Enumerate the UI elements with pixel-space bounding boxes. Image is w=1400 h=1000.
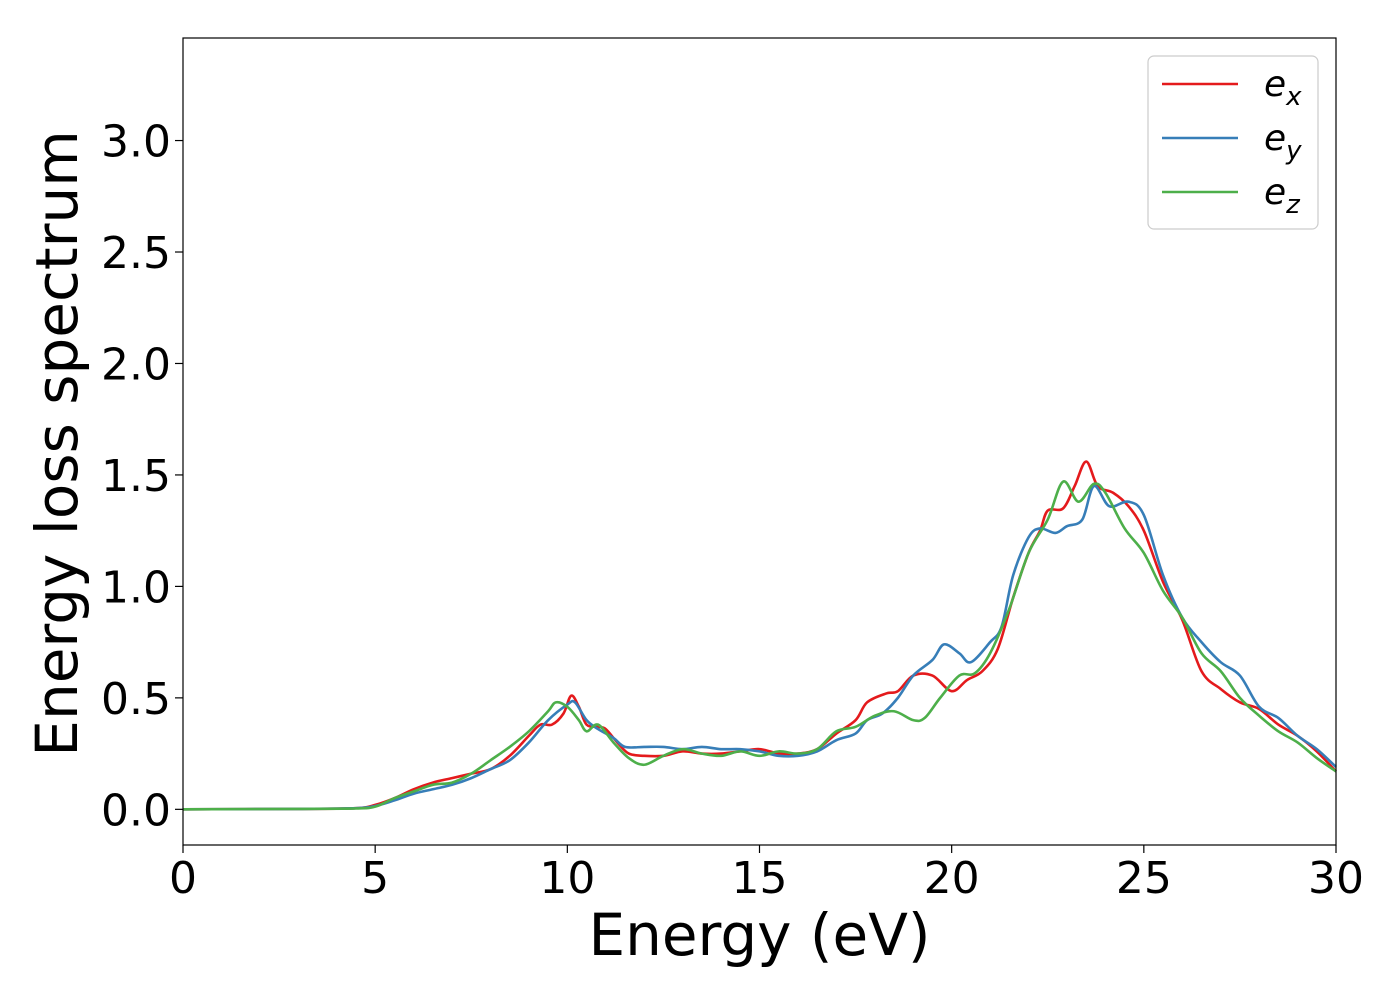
legend-entry-name: e: [1264, 64, 1286, 105]
y-tick-label: 0.0: [101, 785, 171, 836]
y-axis-ticks: 0.0 0.5 1.0 1.5 2.0 2.5 3.0: [101, 117, 183, 836]
x-tick-label: 25: [1116, 853, 1172, 904]
y-tick-label: 1.5: [101, 451, 171, 502]
x-tick-label: 10: [539, 853, 595, 904]
legend-entry-name: e: [1264, 172, 1286, 213]
legend-box: [1147, 55, 1319, 230]
y-tick-label: 0.5: [101, 674, 171, 725]
y-tick-label: 1.0: [101, 562, 171, 613]
legend-entry-name: e: [1264, 118, 1286, 159]
x-axis-label: Energy (eV): [588, 901, 930, 969]
legend-entry-subscript: y: [1285, 136, 1302, 166]
x-tick-label: 5: [361, 853, 389, 904]
series-layer: [182, 460, 1337, 811]
x-tick-label: 15: [732, 853, 788, 904]
x-axis-ticks: 0 5 10 15 20 25 30: [169, 845, 1364, 904]
legend-entry-subscript: x: [1285, 82, 1302, 112]
x-tick-label: 30: [1308, 853, 1364, 904]
y-tick-label: 2.5: [101, 228, 171, 279]
y-tick-label: 3.0: [101, 117, 171, 168]
x-tick-label: 20: [924, 853, 980, 904]
series-line-ez: [182, 480, 1337, 811]
series-line-ey: [182, 484, 1337, 811]
legend-entry-subscript: z: [1285, 190, 1301, 220]
legend-entry-ey: ey: [1264, 118, 1302, 166]
y-axis-label: Energy loss spectrum: [23, 130, 91, 756]
legend-entry-ex: ex: [1264, 64, 1302, 112]
y-tick-label: 2.0: [101, 339, 171, 390]
x-tick-label: 0: [169, 853, 197, 904]
legend-entry-ez: ez: [1264, 172, 1301, 220]
